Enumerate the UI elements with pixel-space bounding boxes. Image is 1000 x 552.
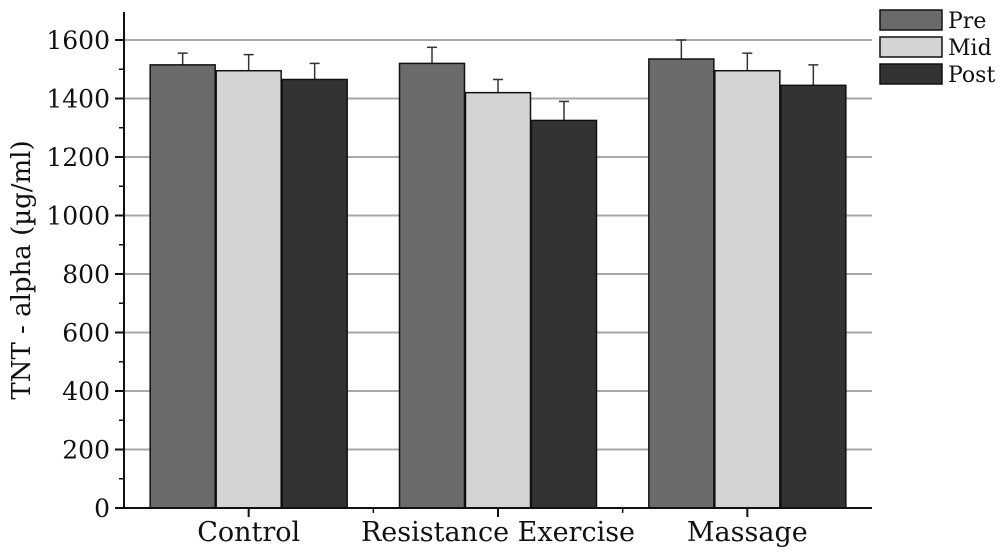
tick-labels: 0 200 400 600 800 1000 1200 1400 1600 Control Resi… xyxy=(46,26,807,548)
bar-pre xyxy=(149,64,216,509)
bar-mid xyxy=(714,69,781,509)
x-category-label: Resistance Exercise xyxy=(361,517,635,548)
x-category-label: Massage xyxy=(687,517,808,548)
legend-swatch-post xyxy=(879,63,943,85)
y-tick-label: 1000 xyxy=(46,202,110,231)
y-tick-label: 400 xyxy=(62,377,110,406)
legend-swatch-pre xyxy=(879,9,943,31)
y-tick-label: 800 xyxy=(62,260,110,289)
bar-post xyxy=(780,84,847,509)
bar-mid xyxy=(464,91,532,509)
y-tick-label: 600 xyxy=(62,319,110,348)
y-tick-label: 1400 xyxy=(46,85,110,114)
legend-label-post: Post xyxy=(948,63,995,88)
axes xyxy=(115,12,872,517)
bar-pre xyxy=(648,58,715,509)
legend-label-pre: Pre xyxy=(948,9,986,34)
legend-swatch-mid xyxy=(879,36,943,58)
bar-mid xyxy=(215,69,282,509)
y-tick-label: 1200 xyxy=(46,143,110,172)
x-category-label: Control xyxy=(197,517,300,548)
y-tick-label: 200 xyxy=(62,436,110,465)
bar-post xyxy=(281,78,348,509)
bar-pre xyxy=(398,62,466,509)
y-axis-title: TNT - alpha (µg/ml) xyxy=(7,140,37,399)
y-tick-label: 0 xyxy=(94,494,110,523)
y-tick-label: 1600 xyxy=(46,26,110,55)
legend-label-mid: Mid xyxy=(948,36,992,61)
bar-post xyxy=(530,119,598,509)
bars xyxy=(149,39,847,509)
